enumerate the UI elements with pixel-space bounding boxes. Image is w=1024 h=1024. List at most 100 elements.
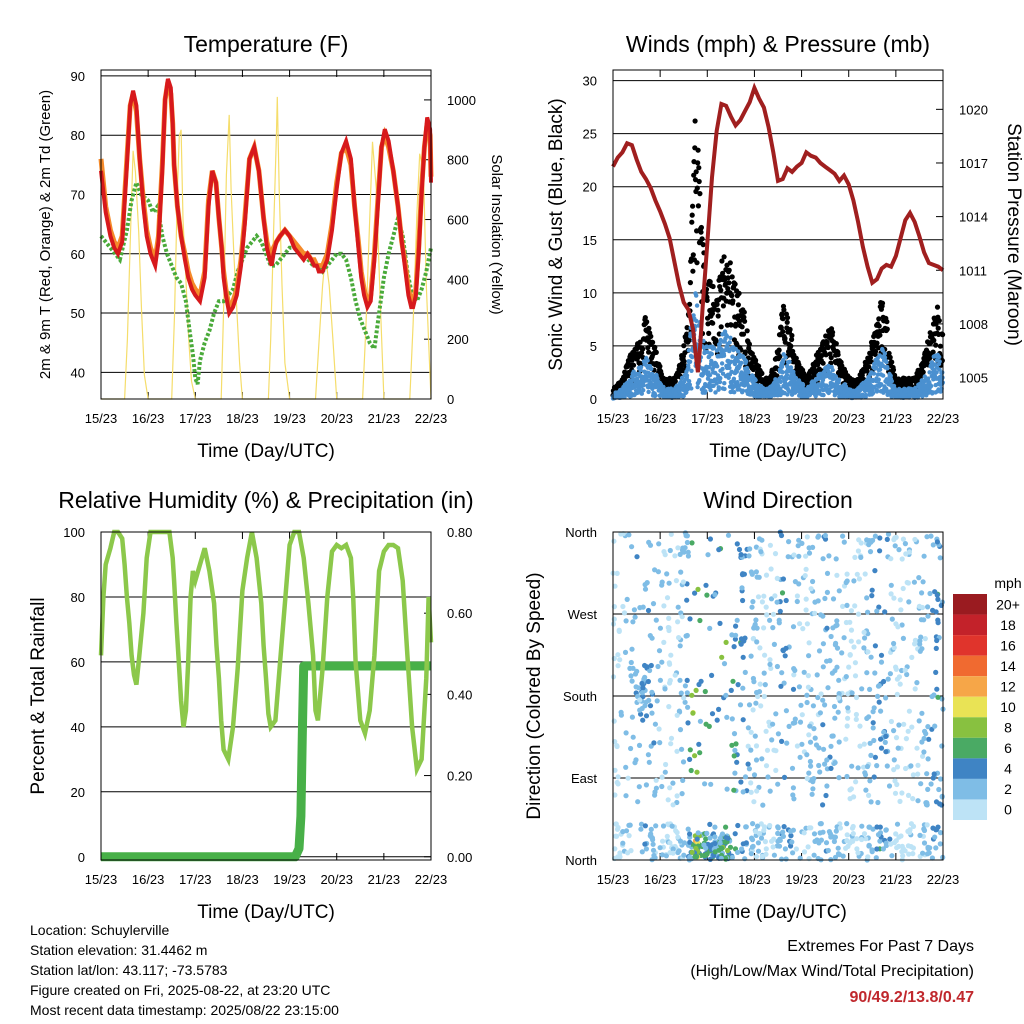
wind-direction-point <box>707 821 713 828</box>
wind-direction-point <box>898 833 904 839</box>
wind-direction-point <box>862 635 868 641</box>
wind-direction-point <box>872 533 879 539</box>
wind-direction-point <box>642 841 648 847</box>
wind-direction-point <box>808 586 814 592</box>
wind-speed-point <box>709 351 714 357</box>
humidity-ytick-label: 40 <box>71 720 85 735</box>
wind-direction-point <box>851 578 857 584</box>
wind-speed-point <box>649 366 654 372</box>
wind-direction-point <box>855 548 862 554</box>
wind-direction-point <box>938 776 944 782</box>
wind-direction-point <box>822 532 829 539</box>
wind-direction-point <box>672 672 678 678</box>
winds-y2tick-label: 1008 <box>959 317 988 332</box>
wind-direction-point <box>834 622 840 628</box>
wind-speed-point <box>717 341 722 347</box>
wind-direction-point <box>797 754 803 760</box>
winds-xtick-label: 17/23 <box>691 411 724 426</box>
legend-label: 8 <box>1004 720 1012 736</box>
wind-gust-point <box>830 329 836 335</box>
wind-direction-point <box>865 649 871 655</box>
wind-direction-point <box>790 792 796 798</box>
wind-direction-point <box>845 715 851 721</box>
wind-gust-point <box>726 280 732 286</box>
wind-direction-point <box>924 822 930 828</box>
legend-swatch <box>953 758 987 779</box>
wind-gust-point <box>672 378 678 384</box>
humidity-ytick-label: 100 <box>63 525 85 540</box>
wind-direction-point <box>748 729 754 735</box>
winds-xtick-label: 22/23 <box>927 411 960 426</box>
wind-gust-point <box>690 252 696 258</box>
wind-direction-point <box>733 632 739 638</box>
wind-speed-point <box>889 379 894 384</box>
wind-direction-point <box>659 579 665 585</box>
wind-speed-point <box>874 389 880 394</box>
wind-direction-point <box>891 757 897 763</box>
wind-direction-point <box>659 774 665 780</box>
winds-y2tick-label: 1020 <box>959 102 988 117</box>
wind-direction-point <box>898 607 904 613</box>
wind-direction-point <box>630 734 636 740</box>
wind-direction-point <box>894 691 900 698</box>
wind-direction-point <box>900 635 907 642</box>
wind-direction-point <box>745 743 751 749</box>
wind-gust-point <box>718 287 724 293</box>
wind-direction-point <box>681 549 687 555</box>
wind-direction-point <box>812 735 818 741</box>
wind-direction-point <box>734 759 740 765</box>
wind-direction-point <box>617 850 623 856</box>
wind-direction-point <box>832 854 839 860</box>
legend-label: 14 <box>1000 658 1016 674</box>
wind-direction-point <box>751 799 757 805</box>
wind-direction-point <box>637 697 643 703</box>
wind-speed-point <box>827 389 833 394</box>
station-info: Location: Schuylerville Station elevatio… <box>30 920 339 1020</box>
wind-direction-point <box>670 846 676 852</box>
wind-direction-point <box>865 609 871 615</box>
wind-direction-point <box>864 763 871 770</box>
wind-gust-point <box>934 304 941 310</box>
wind-direction-point <box>816 762 822 769</box>
wind-direction-point <box>697 617 703 624</box>
latlon-text: Station lat/lon: 43.117; -73.5783 <box>30 962 228 978</box>
wind-direction-point <box>695 586 701 593</box>
wind-direction-point <box>681 840 688 846</box>
wind-speed-point <box>932 362 938 367</box>
wind-direction-point <box>667 840 673 846</box>
wind-direction-point <box>933 609 939 615</box>
wind-direction-point <box>770 625 776 631</box>
wind-direction-point <box>719 831 726 837</box>
wind-direction-point <box>882 609 888 615</box>
wind-direction-point <box>799 741 805 747</box>
wind-speed-point <box>716 385 721 390</box>
wind-speed-point <box>735 359 741 364</box>
wind-direction-point <box>872 568 878 574</box>
wind-direction-point <box>674 712 680 718</box>
wind-direction-point <box>861 629 867 635</box>
wind-direction-point <box>617 657 623 663</box>
wind-direction-point <box>758 821 764 827</box>
wind-direction-point <box>891 728 897 734</box>
wind-gust-point <box>686 337 692 343</box>
wind-direction-point <box>778 683 784 689</box>
wind-direction-point <box>851 644 857 650</box>
winds-ytick-label: 30 <box>583 74 597 89</box>
wind-direction-point <box>804 692 810 698</box>
wind-direction-point <box>888 841 894 847</box>
wind-direction-point <box>902 541 909 547</box>
wind-direction-point <box>733 741 739 747</box>
wind-direction-point <box>693 687 699 694</box>
wind-speed-point <box>744 365 750 371</box>
wind-direction-point <box>910 772 917 778</box>
wind-direction-point <box>615 652 621 658</box>
wind-gust-point <box>868 359 874 365</box>
wind-direction-point <box>867 549 874 555</box>
wind-direction-point <box>750 707 756 713</box>
wind-direction-point <box>621 610 628 616</box>
winds-ytick-label: 15 <box>583 233 597 248</box>
wind-direction-point <box>763 604 769 610</box>
wind-gust-point <box>704 297 710 303</box>
wind-direction-point <box>679 746 685 752</box>
wind-direction-point <box>914 745 920 751</box>
